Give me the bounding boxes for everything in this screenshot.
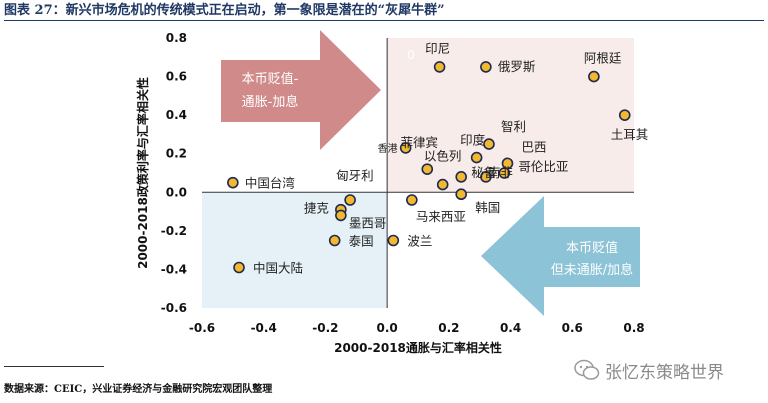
x-tick-label: -0.6 (189, 321, 215, 335)
data-point (483, 138, 495, 150)
x-tick-label: 0.4 (500, 321, 521, 335)
data-point (455, 188, 468, 201)
data-label: 印尼 (425, 41, 450, 56)
quadrant-marker: 0 (407, 48, 415, 62)
y-tick-label: 0.6 (166, 70, 187, 84)
data-label: 香港 (378, 143, 398, 155)
watermark-text: 张忆东策略世界 (605, 362, 724, 383)
data-point (436, 178, 449, 191)
data-label: 菲律宾 (400, 135, 438, 150)
quadrant-lower-left (202, 192, 388, 308)
data-label: 匈牙利 (336, 168, 374, 183)
x-axis-title: 2000-2018通胀与汇率相关性 (334, 340, 502, 355)
data-point (498, 167, 511, 179)
arrow-right-label-line2: 通胀-加息 (242, 94, 299, 110)
y-tick-label: -0.4 (161, 262, 187, 276)
data-point (233, 261, 245, 274)
y-tick-label: -0.6 (161, 301, 187, 315)
data-label: 波兰 (407, 234, 432, 249)
data-label: 巴西 (521, 139, 546, 154)
data-point (406, 194, 418, 206)
data-label: 捷克 (304, 201, 329, 216)
x-tick-label: 0.6 (562, 321, 583, 335)
x-tick-label: 0.0 (377, 321, 398, 335)
arrow-right-label-line1: 本币贬值- (242, 71, 299, 87)
footnote-divider (4, 366, 104, 367)
x-tick-label: -0.2 (312, 321, 338, 335)
data-point (588, 70, 600, 83)
source-note: 数据来源：CEIC，兴业证券经济与金融研究院宏观团队整理 (4, 384, 273, 395)
data-point (618, 109, 631, 121)
data-label: 以色列 (424, 149, 462, 164)
x-tick-label: 0.8 (623, 321, 644, 335)
chart-title: 图表 27：新兴市场危机的传统模式正在启动，第一象限是潜在的“灰犀牛群” (4, 3, 445, 18)
y-tick-label: 0.4 (166, 108, 187, 122)
y-axis-title: 2000-2018政策利率与汇率相关性 (135, 77, 150, 269)
data-label: 南非 (488, 165, 513, 180)
data-point (344, 194, 356, 206)
data-point (480, 61, 492, 73)
data-label: 中国台湾 (245, 176, 295, 191)
data-point (421, 163, 434, 175)
data-label: 秘鲁 (471, 165, 496, 180)
data-point (455, 171, 468, 183)
title-divider (4, 20, 764, 21)
arrow-left-label-line2: 但未通胀/加息 (551, 262, 633, 278)
data-point (227, 176, 239, 189)
data-label: 俄罗斯 (498, 59, 536, 74)
data-label: 墨西哥 (349, 215, 387, 230)
data-point (433, 61, 446, 73)
data-label: 阿根廷 (584, 51, 622, 66)
data-point (470, 151, 483, 164)
data-point (387, 234, 400, 247)
data-point (480, 171, 492, 183)
y-tick-label: 0.0 (166, 185, 187, 199)
data-label: 中国大陆 (253, 261, 303, 276)
data-label: 智利 (501, 119, 526, 134)
data-label: 印度 (460, 133, 486, 148)
data-point (399, 142, 412, 154)
arrow-left-blue (481, 196, 640, 316)
watermark: 张忆东策略世界 (574, 356, 764, 384)
data-point (335, 209, 347, 222)
y-tick-label: 0.2 (166, 147, 187, 161)
wechat-icon (574, 359, 600, 380)
arrow-left-label-line1: 本币贬值 (566, 240, 618, 256)
data-label: 泰国 (349, 234, 374, 249)
y-tick-label: 0.8 (166, 31, 187, 45)
arrow-right-red (221, 30, 381, 150)
data-label: 土耳其 (611, 127, 649, 142)
data-label: 哥伦比亚 (518, 159, 568, 174)
data-label: 马来西亚 (416, 209, 466, 224)
data-point (328, 234, 341, 247)
x-tick-label: -0.4 (251, 321, 277, 335)
y-tick-label: -0.2 (161, 224, 187, 238)
x-tick-label: 0.2 (438, 321, 459, 335)
data-label: 韩国 (475, 200, 500, 215)
